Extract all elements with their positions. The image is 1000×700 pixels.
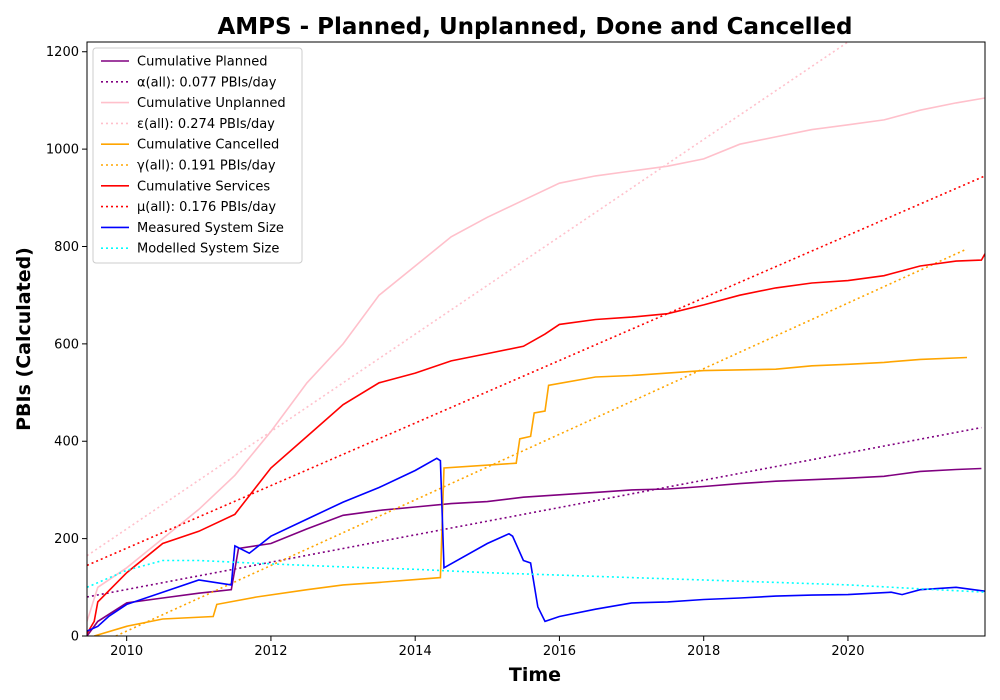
x-axis: 2010 2012 2014 2016 2018 2020 [110, 636, 865, 659]
series-line-cumulative-cancelled [93, 356, 968, 636]
legend-item-label: Cumulative Services [137, 179, 270, 194]
x-tick-label: 2014 [399, 644, 432, 659]
legend-item-label: γ(all): 0.191 PBIs/day [137, 159, 276, 174]
legend-item-label: μ(all): 0.176 PBIs/day [137, 200, 276, 215]
y-axis-label: PBIs (Calculated) [13, 247, 35, 431]
x-tick-label: 2016 [543, 644, 576, 659]
y-tick-label: 800 [54, 240, 79, 255]
y-axis: 0 200 400 600 800 1000 1200 [46, 45, 87, 645]
chart-title: AMPS - Planned, Unplanned, Done and Canc… [217, 14, 852, 40]
series-line-modelled-system-size [87, 559, 985, 593]
x-tick-label: 2012 [254, 644, 287, 659]
x-tick-label: 2018 [687, 644, 720, 659]
series-line-all-0-077-pbis-day [87, 426, 982, 598]
series-line-cumulative-unplanned [87, 97, 985, 622]
y-tick-label: 0 [71, 630, 79, 645]
legend-item-label: Cumulative Unplanned [137, 96, 286, 111]
series-line-measured-system-size [87, 457, 985, 632]
legend-box [92, 47, 303, 264]
series-line-all-0-191-pbis-day [115, 248, 968, 636]
y-tick-label: 1200 [46, 45, 79, 60]
series-line-cumulative-planned [87, 467, 982, 636]
x-tick-label: 2020 [831, 644, 864, 659]
legend-item-label: α(all): 0.077 PBIs/day [137, 75, 277, 90]
plot-area [87, 42, 985, 636]
y-tick-label: 200 [54, 532, 79, 547]
x-axis-label: Time [509, 664, 561, 686]
y-tick-label: 600 [54, 337, 79, 352]
x-tick-label: 2010 [110, 644, 143, 659]
legend-item-label: Modelled System Size [137, 242, 279, 257]
legend-item-label: ε(all): 0.274 PBIs/day [137, 117, 275, 132]
y-tick-label: 1000 [46, 143, 79, 158]
series-line-cumulative-services [87, 253, 985, 635]
legend-item-label: Cumulative Planned [137, 55, 267, 70]
series-line-all-0-274-pbis-day [87, 42, 849, 557]
legend-item-label: Cumulative Cancelled [137, 138, 279, 153]
legend: Cumulative Planned α(all): 0.077 PBIs/day… [92, 47, 303, 264]
y-tick-label: 400 [54, 435, 79, 450]
legend-item-label: Measured System Size [137, 221, 284, 236]
series-line-all-0-176-pbis-day [87, 175, 985, 567]
plot-frame [86, 41, 986, 637]
